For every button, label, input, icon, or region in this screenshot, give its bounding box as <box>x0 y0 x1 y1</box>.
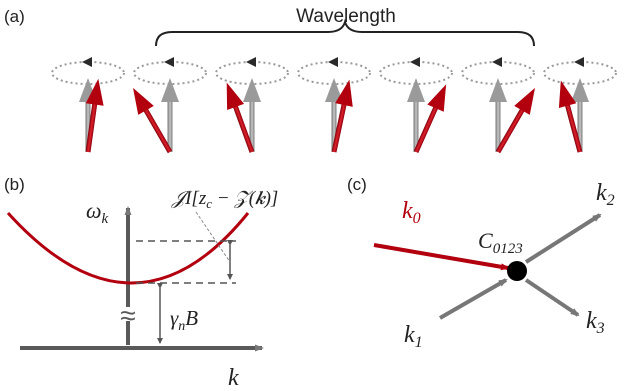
equilibrium-spin-head <box>489 78 507 102</box>
equilibrium-spin-shaft <box>331 92 337 152</box>
orbit-direction-icon <box>492 57 502 67</box>
orbit-direction-icon <box>328 57 338 67</box>
precessing-spin <box>558 80 583 153</box>
equilibrium-spin-head <box>161 78 179 102</box>
k3-arrow <box>524 278 580 317</box>
vertex-label: C0123 <box>478 228 523 257</box>
panel-c-label: (c) <box>347 175 367 194</box>
k3-label: k3 <box>586 308 605 337</box>
k2-label: k2 <box>596 180 615 209</box>
panel-b-label: (b) <box>4 175 25 194</box>
equilibrium-spin-head <box>243 78 261 102</box>
precession-orbit <box>297 61 371 85</box>
shift-label: 𝒥I[zc − 𝒵(𝒌)] <box>171 188 278 211</box>
wavelength-brace <box>155 18 535 47</box>
precession-orbit <box>461 61 535 85</box>
k2-arrow <box>524 213 602 264</box>
precessing-spin <box>331 79 353 153</box>
equilibrium-spin-shaft <box>85 92 91 152</box>
orbit-direction-icon <box>82 57 92 67</box>
precession-orbit <box>133 61 207 85</box>
precessing-spin <box>495 87 535 154</box>
scattering-vertex <box>507 261 527 281</box>
precession-orbit <box>215 61 289 85</box>
gap-label: γnB <box>170 306 198 334</box>
shift-leader-line <box>195 211 231 263</box>
precessing-spin <box>413 84 447 154</box>
precession-orbit <box>543 61 617 85</box>
equilibrium-spin-head <box>407 78 425 102</box>
equilibrium-spin-shaft <box>577 92 583 152</box>
x-axis-label: k <box>228 365 239 391</box>
panel-a-label: (a) <box>4 7 25 26</box>
orbit-direction-icon <box>164 57 174 67</box>
axis-break-symbol: ≈ <box>120 300 135 331</box>
equilibrium-spin-shaft <box>495 92 501 152</box>
y-axis-label: ωk <box>86 198 109 227</box>
equilibrium-spin-head <box>325 78 343 102</box>
wavelength-label: Wavelength <box>296 6 396 27</box>
orbit-direction-icon <box>246 57 256 67</box>
equilibrium-spin-shaft <box>167 92 173 152</box>
precession-orbit <box>51 61 125 85</box>
precession-orbit <box>379 61 453 85</box>
spin-unit <box>215 57 289 153</box>
spin-unit <box>543 57 617 153</box>
equilibrium-spin-head <box>571 78 589 102</box>
spin-wave <box>51 57 617 154</box>
spin-unit <box>461 57 535 154</box>
orbit-direction-icon <box>574 57 584 67</box>
precessing-spin <box>85 78 104 153</box>
equilibrium-spin-shaft <box>413 92 419 152</box>
orbit-direction-icon <box>410 57 420 67</box>
precessing-spin <box>226 82 255 153</box>
dispersion-curve <box>6 211 250 285</box>
precessing-spin <box>133 87 173 154</box>
spin-unit <box>51 57 125 153</box>
spin-unit <box>297 57 371 153</box>
equilibrium-spin-shaft <box>249 92 255 152</box>
k0-arrow <box>373 243 510 271</box>
spin-unit <box>379 57 453 154</box>
k0-label: k0 <box>402 198 421 227</box>
k1-label: k1 <box>404 322 423 351</box>
spin-unit <box>133 57 207 154</box>
k1-arrow <box>439 278 508 320</box>
